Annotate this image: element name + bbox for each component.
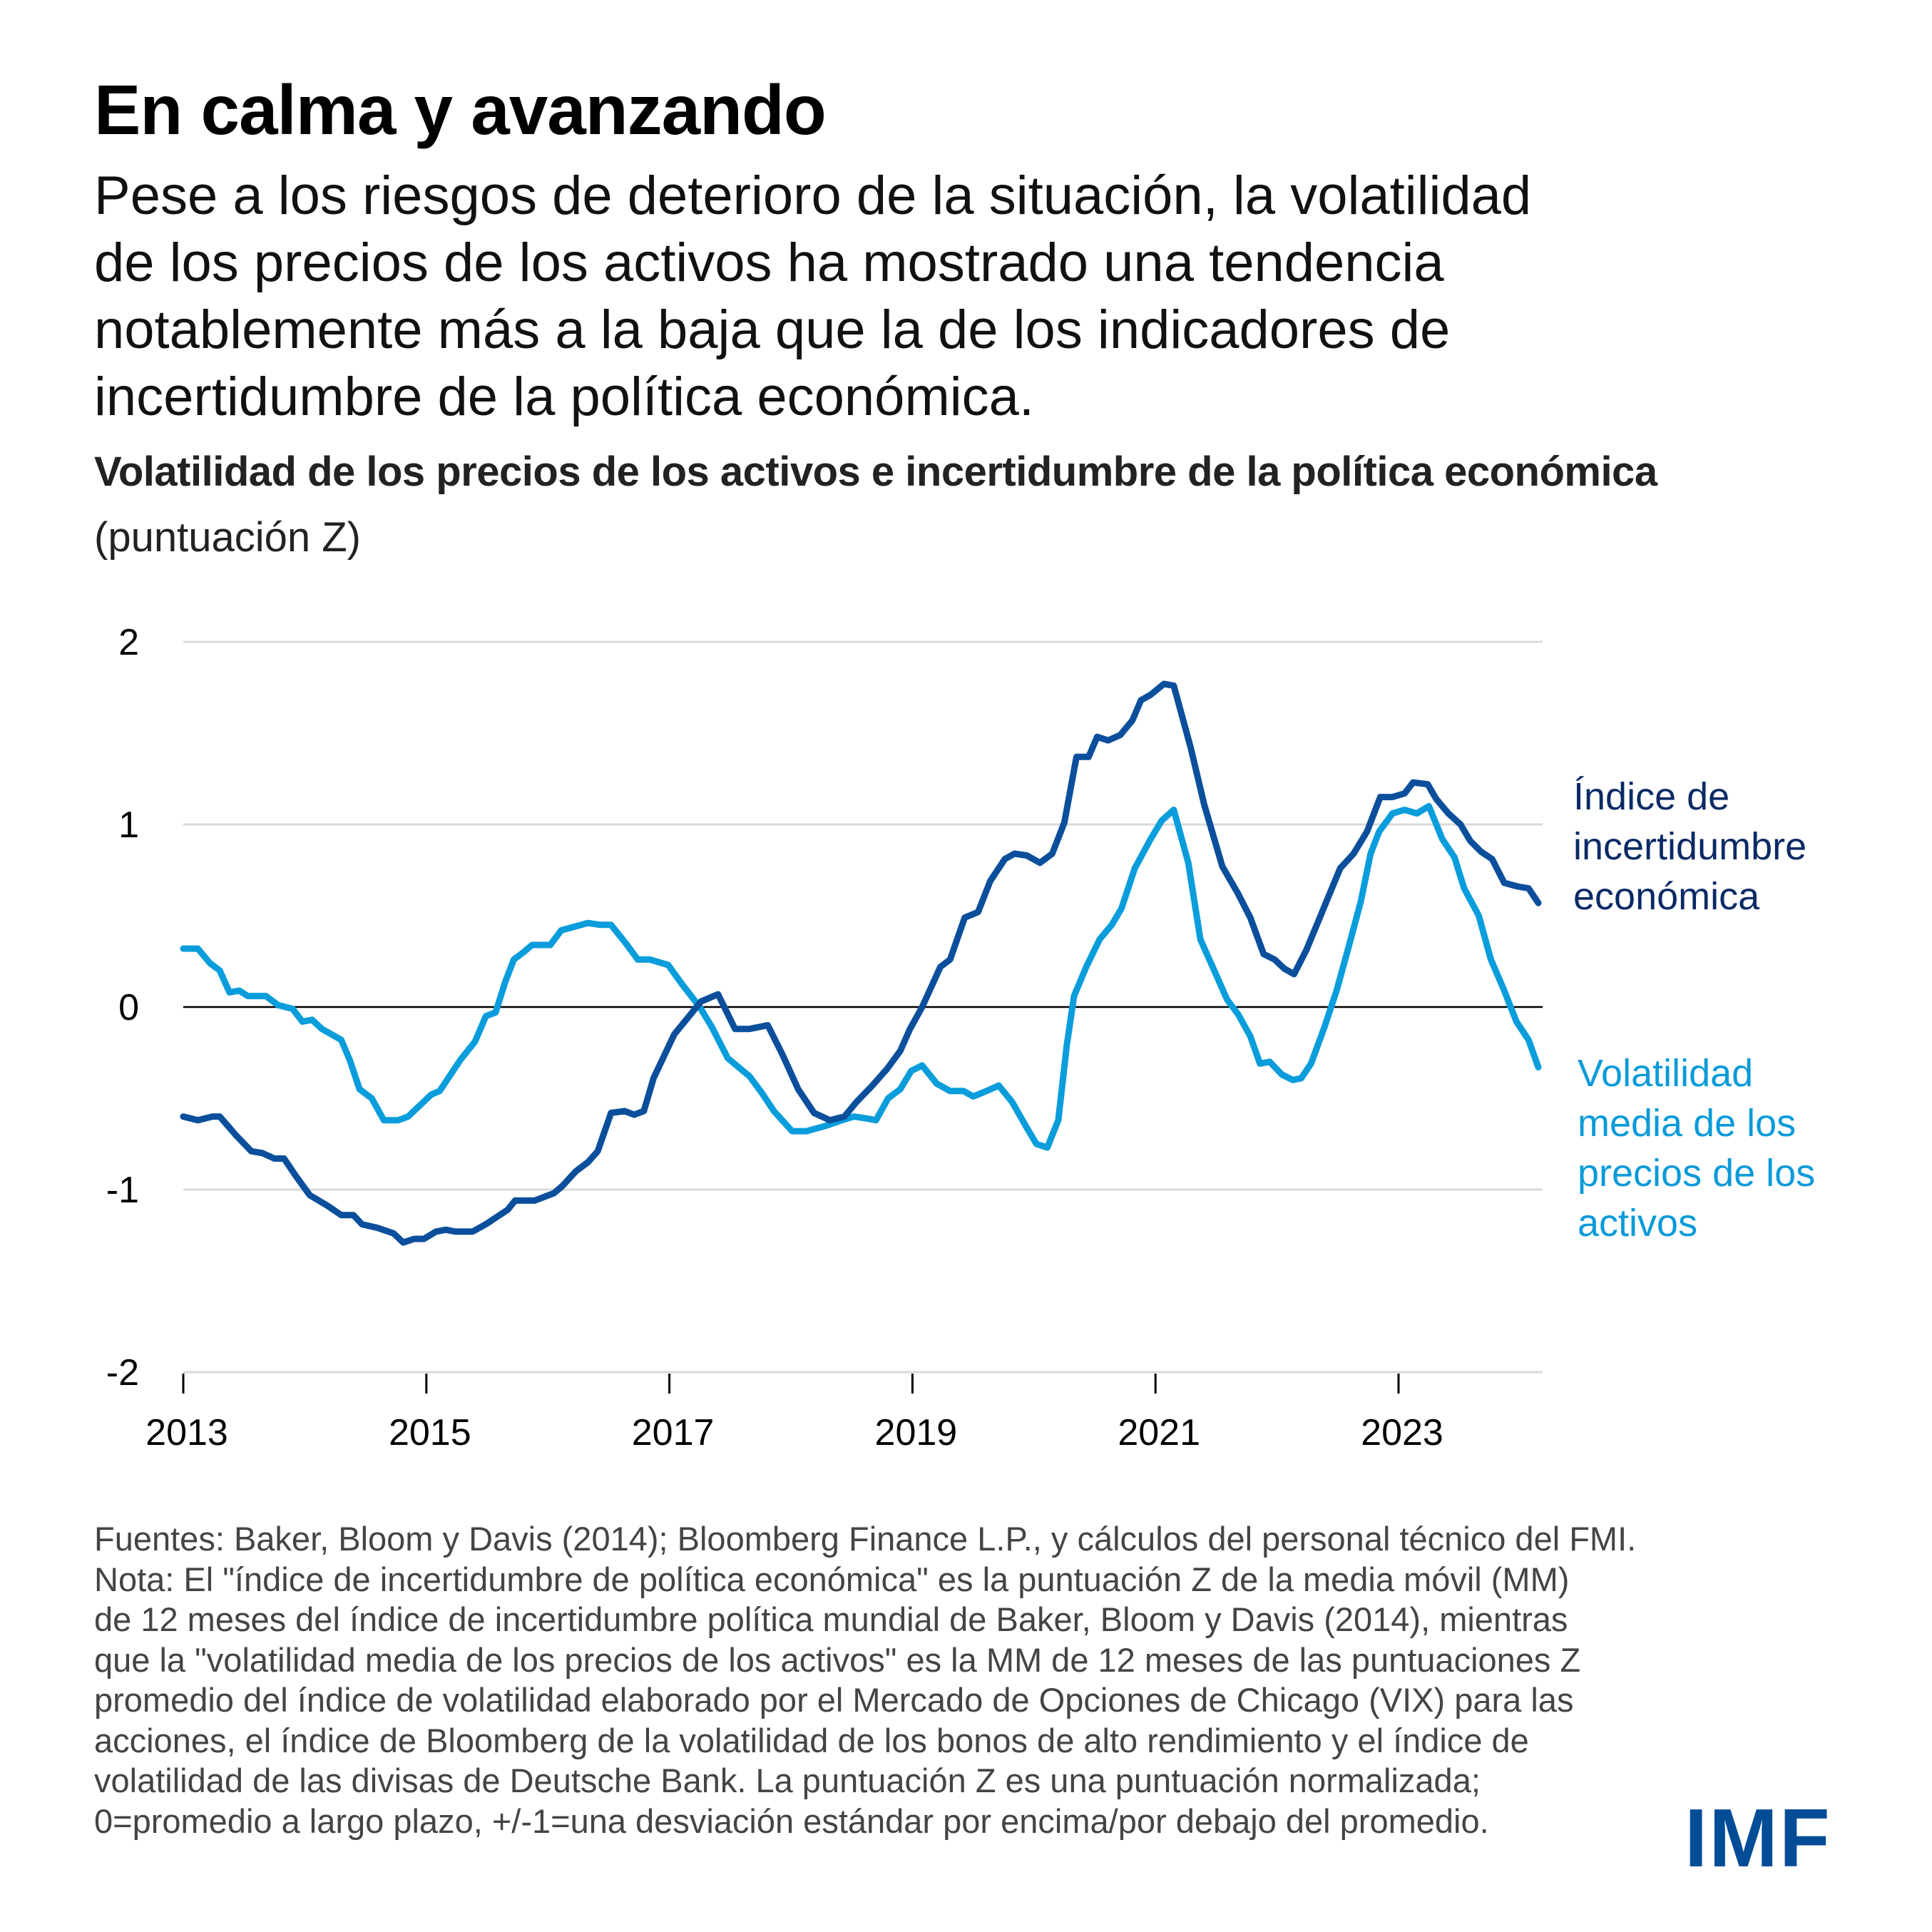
x-tick-label: 2021 xyxy=(1118,1412,1200,1453)
volatility-series-line xyxy=(180,802,1542,1151)
page-title: En calma y avanzando xyxy=(94,71,827,149)
x-tick-label: 2023 xyxy=(1361,1412,1443,1453)
footnote-line: promedio del índice de volatilidad elabo… xyxy=(94,1681,1574,1719)
y-tick-label: 2 xyxy=(118,622,139,663)
legend-label-volatility: Volatilidad media de los precios de los … xyxy=(1578,1048,1815,1248)
imf-logo: IMF xyxy=(1685,1792,1831,1884)
y-tick-label: 1 xyxy=(118,804,139,846)
chart-title: Volatilidad de los precios de los activo… xyxy=(94,449,1657,495)
legend-line: económica xyxy=(1573,875,1760,918)
subtitle-line: de los precios de los activos ha mostrad… xyxy=(94,232,1444,293)
legend-line: Índice de xyxy=(1573,775,1730,818)
legend-line: activos xyxy=(1578,1202,1698,1244)
legend-line: Volatilidad xyxy=(1578,1052,1754,1095)
gridlines xyxy=(183,640,1543,1374)
y-tick-label: -2 xyxy=(106,1352,139,1394)
page-subtitle: Pese a los riesgos de deterioro de la si… xyxy=(94,163,1806,431)
subtitle-line: notablemente más a la baja que la de los… xyxy=(94,300,1451,360)
footnote-line: 0=promedio a largo plazo, +/-1=una desvi… xyxy=(94,1801,1489,1840)
epu-series-line xyxy=(180,680,1542,1246)
legend-line: precios de los xyxy=(1578,1152,1816,1195)
legend-line: incertidumbre xyxy=(1573,825,1807,868)
footnote-sources: Fuentes: Baker, Bloom y Davis (2014); Bl… xyxy=(94,1520,1637,1558)
footnote-line: volatilidad de las divisas de Deutsche B… xyxy=(94,1762,1481,1799)
legend-line: media de los xyxy=(1578,1102,1796,1145)
footnote-line: de 12 meses del índice de incertidumbre … xyxy=(94,1600,1568,1638)
x-tick-label: 2019 xyxy=(875,1412,958,1453)
footnote-line: Nota: El "índice de incertidumbre de pol… xyxy=(94,1560,1570,1598)
footnote-line: acciones, el índice de Bloomberg de la v… xyxy=(94,1721,1529,1759)
y-tick-label: -1 xyxy=(106,1170,139,1211)
subtitle-line: incertidumbre de la política económica. xyxy=(94,367,1035,427)
x-tick-label: 2017 xyxy=(632,1412,715,1453)
subtitle-line: Pese a los riesgos de deterioro de la si… xyxy=(94,165,1532,226)
x-tick-label: 2013 xyxy=(145,1412,228,1453)
series-lines xyxy=(180,680,1542,1246)
footnote: Fuentes: Baker, Bloom y Davis (2014); Bl… xyxy=(94,1519,1749,1841)
footnote-line: que la "volatilidad media de los precios… xyxy=(94,1640,1581,1679)
legend-label-epu: Índice de incertidumbre económica xyxy=(1573,772,1806,921)
y-tick-label: 0 xyxy=(118,987,139,1028)
x-tick-label: 2015 xyxy=(389,1412,471,1453)
chart-unit: (puntuación Z) xyxy=(94,514,361,561)
